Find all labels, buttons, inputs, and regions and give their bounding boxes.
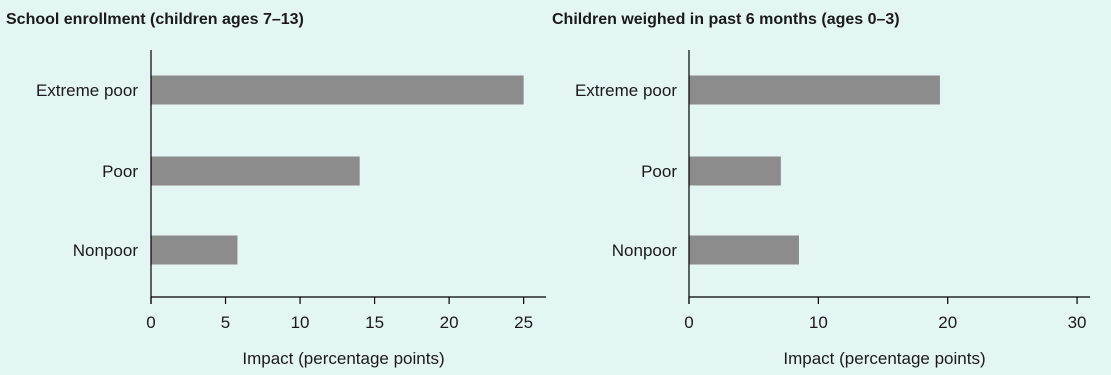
bar-extreme-poor <box>689 75 940 105</box>
x-tick-label: 20 <box>938 313 957 332</box>
category-label: Poor <box>641 162 677 181</box>
x-tick-label: 0 <box>146 313 155 332</box>
chart-title: School enrollment (children ages 7–13) <box>6 11 304 28</box>
category-label: Nonpoor <box>73 241 139 260</box>
chart-panel-2: Children weighed in past 6 months (ages … <box>552 11 1090 368</box>
x-tick-label: 30 <box>1068 313 1087 332</box>
x-axis-label: Impact (percentage points) <box>783 349 985 368</box>
x-tick-label: 10 <box>291 313 310 332</box>
x-tick-label: 5 <box>221 313 230 332</box>
category-label: Extreme poor <box>36 81 138 100</box>
x-tick-label: 10 <box>809 313 828 332</box>
bar-nonpoor <box>151 235 238 265</box>
x-tick-label: 20 <box>440 313 459 332</box>
category-label: Poor <box>102 162 138 181</box>
x-tick-label: 25 <box>514 313 533 332</box>
x-axis-label: Impact (percentage points) <box>242 349 444 368</box>
chart-panel-1: School enrollment (children ages 7–13) Ex… <box>6 11 546 368</box>
category-label: Nonpoor <box>612 241 678 260</box>
bar-nonpoor <box>689 235 799 265</box>
bar-poor <box>689 156 781 186</box>
chart-title: Children weighed in past 6 months (ages … <box>552 11 900 28</box>
bar-extreme-poor <box>151 75 524 105</box>
x-tick-label: 15 <box>365 313 384 332</box>
x-tick-label: 0 <box>684 313 693 332</box>
category-label: Extreme poor <box>575 81 677 100</box>
bar-poor <box>151 156 360 186</box>
